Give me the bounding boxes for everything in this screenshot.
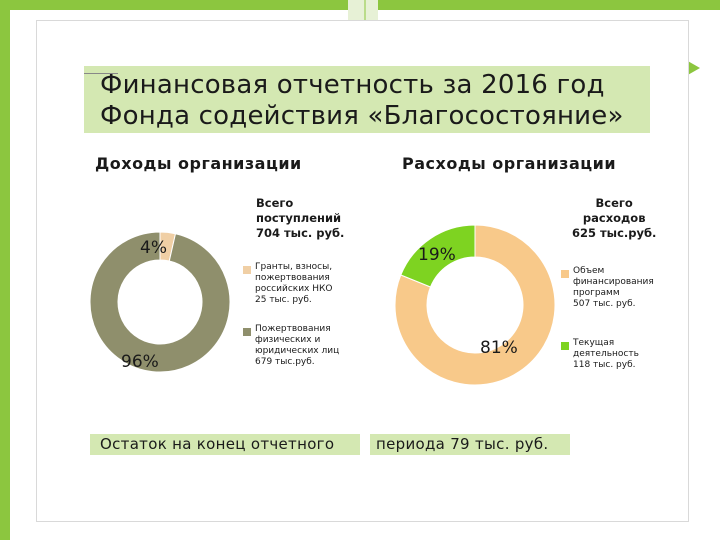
expense-total-line: расходов (582, 211, 646, 225)
income-total-line: Всего (256, 196, 294, 210)
legend-line: 679 тыс.руб. (255, 357, 315, 367)
legend-swatch (561, 342, 569, 350)
expense-total-label: Всего расходов 625 тыс.руб. (572, 196, 656, 241)
legend-text: Пожертвования физических и юридических л… (255, 324, 375, 368)
legend-swatch (561, 270, 569, 278)
expense-percent-programs: 81% (480, 338, 518, 358)
legend-line: программ (573, 288, 620, 298)
expense-total-line: Всего (595, 196, 633, 210)
page-title-line2: Фонда содействия «Благосостояние» (100, 101, 624, 131)
legend-line: физических и (255, 335, 321, 345)
legend-text: Объем финансирования программ 507 тыс. р… (573, 266, 693, 310)
legend-swatch (243, 266, 251, 274)
legend-line: Пожертвования (255, 324, 331, 334)
expense-total-line: 625 тыс.руб. (572, 226, 657, 240)
footer-right-background (370, 434, 570, 455)
expense-slices (394, 224, 556, 386)
legend-line: пожертвования (255, 273, 330, 283)
income-total-label: Всего поступлений 704 тыс. руб. (256, 196, 344, 241)
title-accent-line (84, 73, 118, 74)
income-donut-chart (90, 231, 231, 373)
income-percent-grants: 4% (140, 238, 167, 258)
income-total-line: 704 тыс. руб. (256, 226, 345, 240)
legend-line: российских НКО (255, 284, 333, 294)
legend-text: Текущая деятельность 118 тыс. руб. (573, 338, 693, 371)
legend-line: 118 тыс. руб. (573, 360, 636, 370)
page-title: Финансовая отчетность за 2016 год Фонда … (100, 70, 660, 132)
footer-left-background (90, 434, 360, 455)
expense-slice-current (400, 224, 476, 288)
legend-line: юридических лиц (255, 346, 340, 356)
expense-slice-programs (394, 224, 556, 386)
legend-swatch (243, 328, 251, 336)
page-title-line1: Финансовая отчетность за 2016 год (100, 70, 605, 100)
income-section-title: Доходы организации (95, 154, 302, 173)
legend-line: Гранты, взносы, (255, 262, 333, 272)
income-percent-donations: 96% (121, 352, 159, 372)
legend-line: Объем (573, 266, 605, 276)
footer-right-text: периода 79 тыс. руб. (376, 435, 549, 453)
legend-text: Гранты, взносы, пожертвования российских… (255, 262, 375, 306)
income-slice-donations (90, 231, 231, 373)
legend-line: 507 тыс. руб. (573, 299, 636, 309)
expense-section-title: Расходы организации (402, 154, 617, 173)
title-background (84, 66, 650, 133)
legend-line: финансирования (573, 277, 654, 287)
income-total-line: поступлений (256, 211, 342, 225)
income-slices (90, 231, 231, 373)
legend-line: деятельность (573, 349, 639, 359)
expense-percent-current: 19% (418, 245, 456, 265)
footer-left-text: Остаток на конец отчетного (100, 435, 335, 453)
legend-line: 25 тыс. руб. (255, 295, 312, 305)
expense-donut-chart (394, 224, 556, 386)
legend-line: Текущая (573, 338, 615, 348)
